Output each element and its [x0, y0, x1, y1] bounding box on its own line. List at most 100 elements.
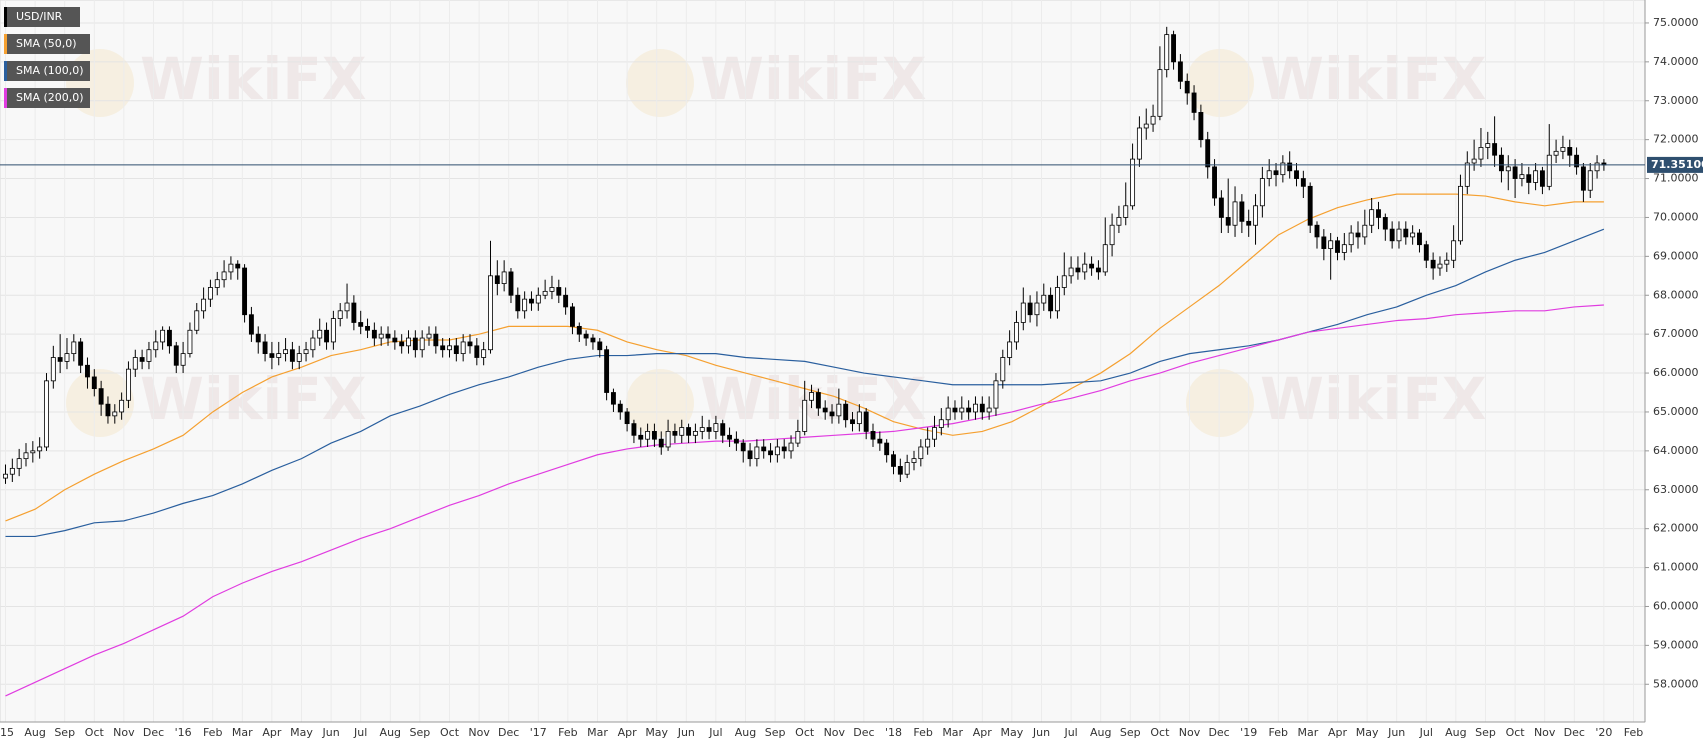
candle-body	[1341, 244, 1347, 253]
candle-body	[583, 333, 589, 339]
candle-body	[727, 434, 733, 440]
x-tick-label: Dec	[498, 726, 519, 739]
candle-body	[126, 368, 131, 401]
x-tick-label: Mar	[1298, 726, 1319, 739]
candle-body	[1512, 166, 1518, 179]
x-tick-label: '18	[885, 726, 902, 739]
candle-body	[1191, 92, 1197, 113]
candle-body	[1314, 224, 1320, 238]
candle-body	[788, 442, 794, 452]
candles	[3, 26, 1607, 484]
candle-body	[522, 298, 528, 312]
candle-body	[1362, 224, 1368, 238]
watermark: WikiFX	[1260, 45, 1487, 113]
candle-body	[891, 454, 896, 467]
candle-body	[1594, 162, 1600, 172]
candle-body	[761, 446, 767, 452]
x-tick-label: Sep	[1120, 726, 1141, 739]
candle-body	[686, 427, 692, 436]
candle-body	[1034, 302, 1040, 316]
candle-body	[221, 271, 227, 281]
y-tick-label: 63.0000	[1653, 483, 1699, 496]
sma-line	[5, 304, 1604, 697]
candle-body	[324, 329, 329, 343]
candle-body	[836, 403, 842, 417]
candle-body	[1307, 185, 1313, 226]
candle-body	[795, 431, 801, 444]
x-tick-label: Jul	[1063, 726, 1077, 739]
candle-body	[529, 298, 534, 304]
candle-body	[276, 353, 282, 358]
candle-body	[330, 318, 336, 343]
candle-body	[255, 333, 261, 343]
candle-body	[447, 345, 452, 351]
watermark-icon	[1186, 49, 1254, 117]
candle-body	[1095, 267, 1101, 273]
x-tick-label: Sep	[54, 726, 75, 739]
candle-body	[747, 450, 753, 460]
x-tick-label: Nov	[824, 726, 846, 739]
x-tick-label: Dec	[1564, 726, 1585, 739]
candle-body	[139, 357, 145, 362]
watermark-icon	[1186, 369, 1254, 437]
candle-body	[1198, 112, 1204, 141]
candle-body	[1068, 267, 1074, 277]
candle-body	[1567, 147, 1573, 156]
x-tick-label: Sep	[765, 726, 786, 739]
x-tick-label: May	[1356, 726, 1379, 739]
x-tick-label: Jun	[677, 726, 695, 739]
candle-body	[563, 294, 569, 308]
candle-body	[85, 364, 90, 378]
y-tick-label: 73.0000	[1653, 94, 1699, 107]
candle-body	[802, 399, 808, 432]
legend-label: SMA (50,0)	[16, 37, 77, 50]
x-tick-label: Nov	[113, 726, 135, 739]
candle-body	[64, 353, 70, 362]
x-tick-label: Apr	[973, 726, 993, 739]
candle-body	[945, 407, 951, 421]
candle-body	[1458, 185, 1463, 242]
x-tick-label: Feb	[913, 726, 932, 739]
watermark: WikiFX	[140, 45, 367, 113]
candle-body	[617, 403, 623, 413]
candle-body	[1205, 139, 1211, 168]
x-tick-label: '16	[175, 726, 192, 739]
candle-body	[911, 458, 917, 463]
candle-body	[1553, 150, 1559, 156]
candle-body	[1580, 166, 1586, 191]
candle-body	[973, 403, 978, 413]
x-tick-label: Jul	[1419, 726, 1433, 739]
candle-body	[296, 353, 302, 362]
candle-body	[98, 388, 104, 405]
candle-body	[665, 431, 671, 448]
candle-body	[1150, 115, 1156, 125]
y-tick-label: 66.0000	[1653, 366, 1699, 379]
x-tick-label: Feb	[203, 726, 222, 739]
candle-body	[1171, 34, 1177, 63]
candle-body	[1212, 166, 1217, 199]
candle-body	[590, 337, 596, 343]
candle-body	[1423, 244, 1429, 261]
x-tick-label: Jun	[322, 726, 340, 739]
x-tick-label: Apr	[262, 726, 282, 739]
candle-body	[815, 392, 821, 409]
candle-body	[392, 337, 398, 343]
candle-body	[317, 329, 323, 339]
candle-body	[160, 329, 166, 343]
x-tick-label: Aug	[380, 726, 401, 739]
candle-body	[1157, 69, 1163, 117]
candle-body	[1355, 232, 1361, 238]
candle-body	[248, 314, 254, 335]
candle-body	[44, 380, 49, 448]
y-tick-label: 70.0000	[1653, 210, 1699, 223]
candle-body	[1348, 232, 1354, 246]
candle-body	[1430, 259, 1436, 269]
candle-body	[1232, 201, 1238, 226]
last-price-tag	[1647, 156, 1703, 173]
candle-body	[433, 333, 439, 347]
legend-swatch	[4, 88, 7, 108]
candle-body	[1116, 217, 1122, 226]
y-tick-label: 58.0000	[1653, 677, 1699, 690]
candle-body	[214, 279, 220, 288]
candle-body	[16, 458, 22, 469]
